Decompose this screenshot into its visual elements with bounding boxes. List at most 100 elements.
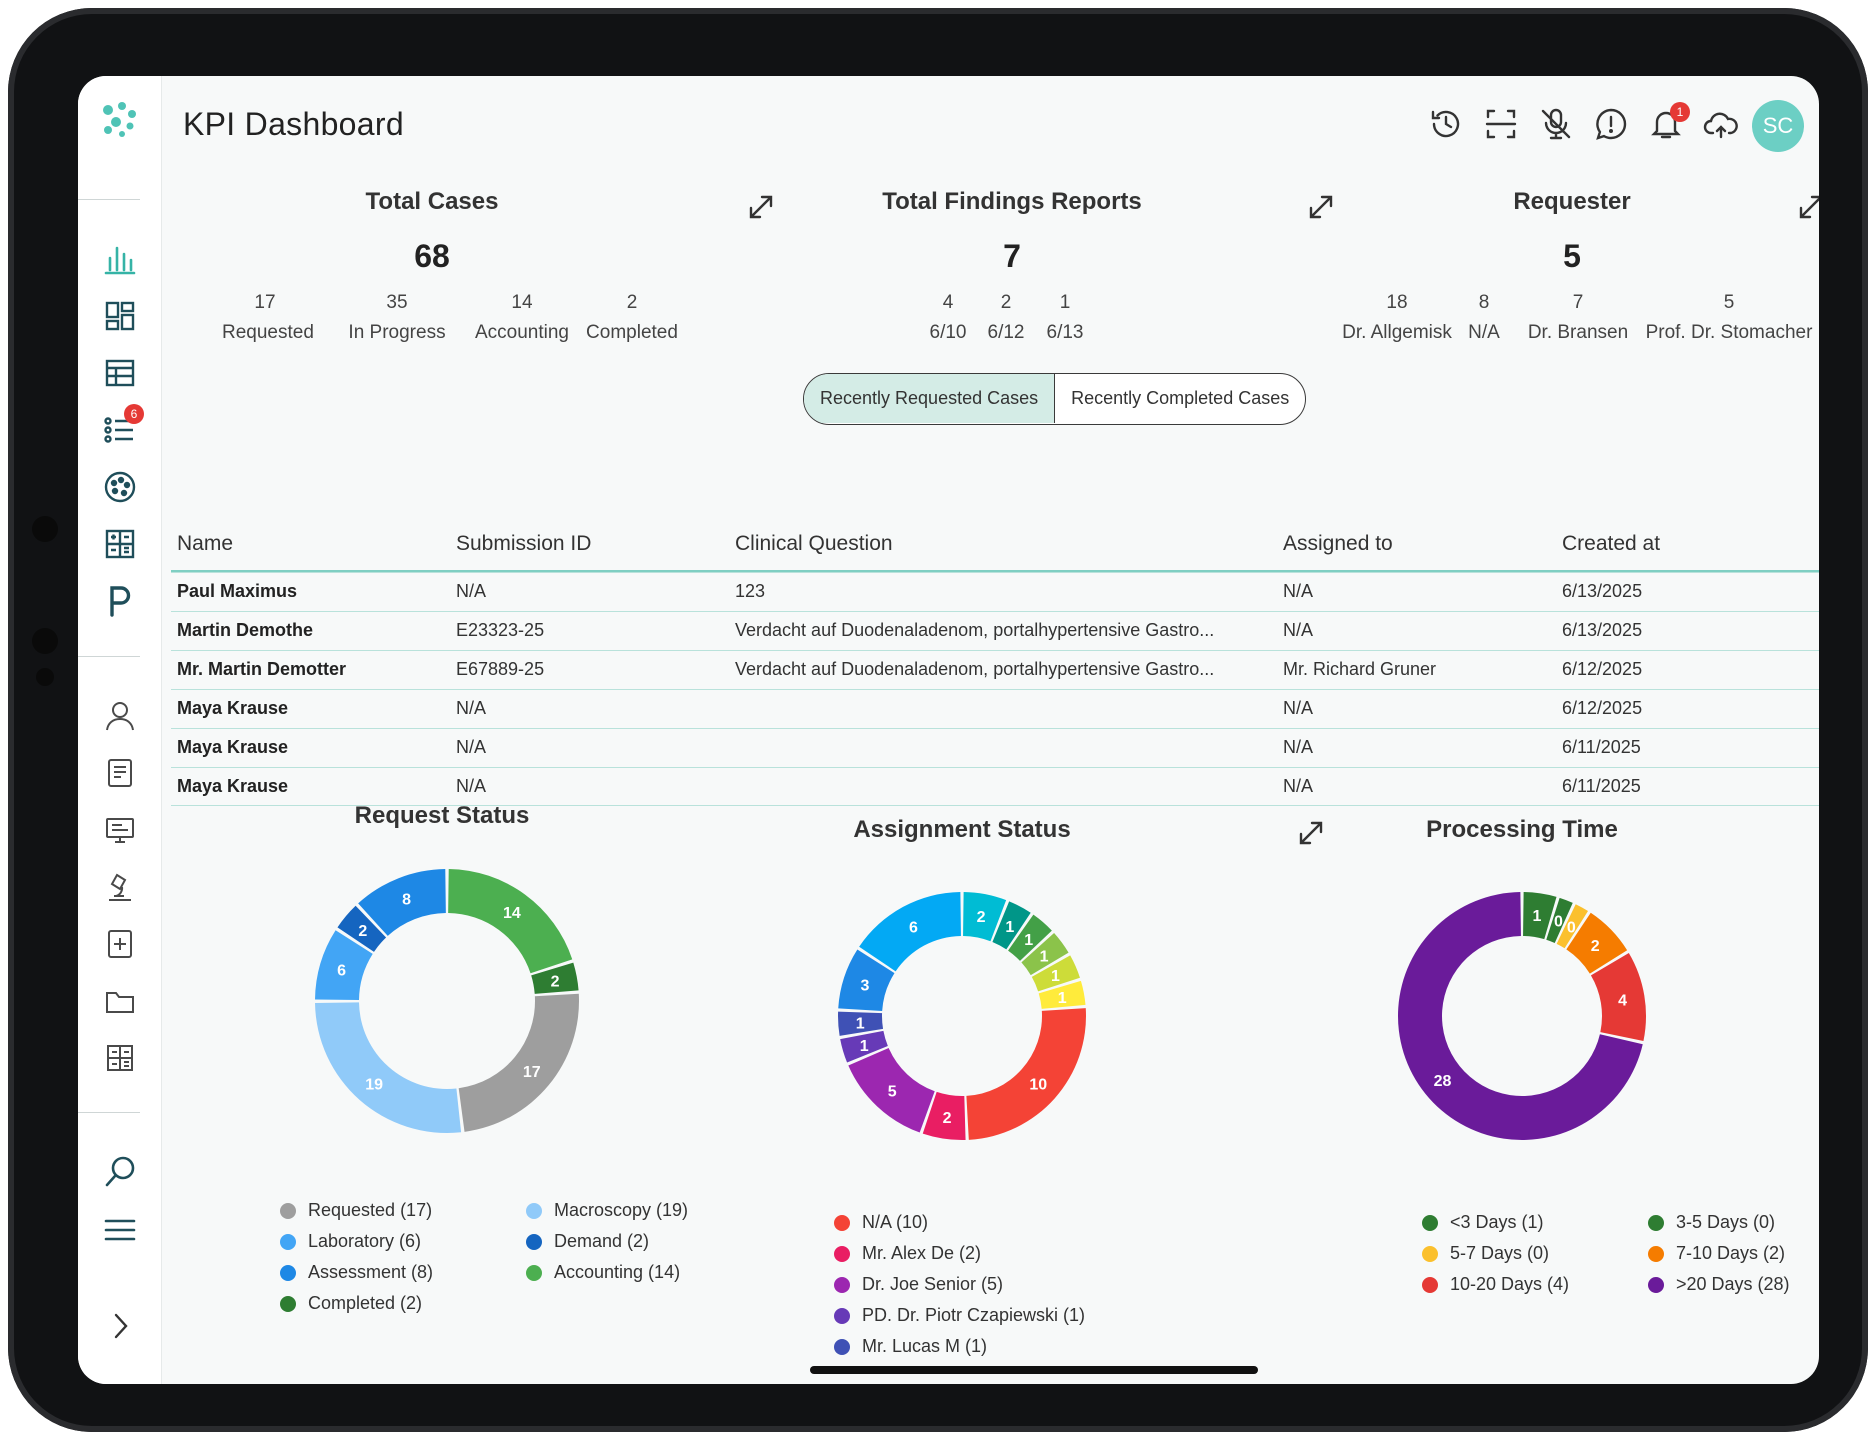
chart-bars-icon[interactable] — [92, 230, 148, 286]
legend-dot — [834, 1338, 850, 1355]
donut-slice[interactable] — [448, 869, 573, 974]
case-list-toggle: Recently Requested Cases Recently Comple… — [803, 373, 1307, 425]
donut-slice[interactable] — [848, 1047, 935, 1133]
legend-item[interactable]: Laboratory (6) — [280, 1231, 421, 1252]
donut-slice[interactable] — [358, 869, 446, 936]
chevron-right-icon[interactable] — [92, 1298, 148, 1354]
palette-icon[interactable] — [92, 459, 148, 515]
legend-item[interactable]: Assessment (8) — [280, 1262, 433, 1283]
donut-slice[interactable] — [337, 905, 387, 952]
donut-slice[interactable] — [1031, 955, 1080, 992]
donut-slice[interactable] — [838, 949, 895, 1012]
legend-item[interactable]: Mr. Lucas M (1) — [834, 1336, 987, 1357]
table-icon[interactable] — [92, 345, 148, 401]
app-logo-icon[interactable] — [92, 92, 148, 148]
table-row[interactable]: Paul Maximus N/A 123 N/A 6/13/2025 — [171, 572, 1819, 611]
legend-item[interactable]: 5-7 Days (0) — [1422, 1243, 1549, 1264]
user-icon[interactable] — [92, 688, 148, 744]
donut-slice[interactable] — [922, 1091, 966, 1140]
expand-icon[interactable] — [1796, 192, 1819, 222]
legend-item[interactable]: 3-5 Days (0) — [1648, 1212, 1775, 1233]
donut-slice[interactable] — [315, 930, 373, 1001]
monitor-icon[interactable] — [92, 802, 148, 858]
legend-item[interactable]: >20 Days (28) — [1648, 1274, 1790, 1295]
donut-slice-label: 0 — [1554, 914, 1563, 931]
calculator-icon[interactable] — [92, 516, 148, 572]
column-header-name[interactable]: Name — [177, 532, 234, 555]
legend-item[interactable]: Mr. Alex De (2) — [834, 1243, 981, 1264]
legend-item[interactable]: N/A (10) — [834, 1212, 928, 1233]
column-header-clinical-question[interactable]: Clinical Question — [735, 532, 893, 555]
donut-slice[interactable] — [859, 892, 961, 972]
column-header-created-at[interactable]: Created at — [1562, 532, 1661, 555]
notification-bell-icon[interactable]: 1 — [1644, 102, 1690, 146]
microscope-icon[interactable] — [92, 859, 148, 915]
mic-off-icon[interactable] — [1534, 102, 1578, 146]
feedback-icon[interactable] — [1589, 102, 1633, 146]
column-header-submission-id[interactable]: Submission ID — [456, 532, 592, 555]
history-icon[interactable] — [1424, 102, 1468, 146]
donut-slice[interactable] — [992, 901, 1031, 950]
legend-item[interactable]: Macroscopy (19) — [526, 1200, 688, 1221]
report-icon[interactable] — [92, 745, 148, 801]
task-list-icon[interactable]: 6 — [92, 402, 148, 458]
legend-label: 5-7 Days (0) — [1450, 1243, 1550, 1263]
table-row[interactable]: Martin Demothe E23323-25 Verdacht auf Du… — [171, 611, 1819, 650]
donut-slice[interactable] — [1398, 892, 1643, 1140]
legend-item[interactable]: 7-10 Days (2) — [1648, 1243, 1785, 1264]
cloud-sync-icon[interactable] — [1699, 102, 1743, 146]
tab-recently-requested[interactable]: Recently Requested Cases — [804, 374, 1056, 423]
donut-slice[interactable] — [963, 892, 1007, 942]
expand-icon[interactable] — [1296, 818, 1326, 848]
legend-dot — [1422, 1214, 1438, 1231]
legend-item[interactable]: Requested (17) — [280, 1200, 432, 1221]
legend-item[interactable]: PD. Dr. Piotr Czapiewski (1) — [834, 1305, 1085, 1326]
donut-slice[interactable] — [1546, 897, 1573, 944]
donut-slice[interactable] — [840, 1030, 888, 1063]
menu-icon[interactable] — [92, 1202, 148, 1258]
donut-slice[interactable] — [1523, 892, 1557, 940]
avatar[interactable]: SC — [1752, 100, 1804, 152]
kpi-stat: 17 Requested — [222, 292, 314, 343]
legend-item[interactable]: <3 Days (1) — [1422, 1212, 1544, 1233]
legend-item[interactable]: Accounting (14) — [526, 1262, 680, 1283]
table-row[interactable]: Maya Krause N/A N/A 6/11/2025 — [171, 767, 1819, 806]
legend-item[interactable]: Dr. Joe Senior (5) — [834, 1274, 1003, 1295]
donut-slice-label: 4 — [1618, 992, 1627, 1009]
cell-submission-id: N/A — [456, 776, 487, 796]
scan-icon[interactable] — [1479, 102, 1523, 146]
tab-recently-completed[interactable]: Recently Completed Cases — [1071, 388, 1290, 408]
legend-item[interactable]: 10-20 Days (4) — [1422, 1274, 1569, 1295]
folder-icon[interactable] — [92, 973, 148, 1029]
donut-slice[interactable] — [458, 993, 579, 1132]
donut-slice[interactable] — [838, 1011, 884, 1036]
search-icon[interactable] — [92, 1144, 148, 1200]
donut-slice[interactable] — [315, 1002, 462, 1133]
donut-slice[interactable] — [1038, 980, 1086, 1009]
column-header-assigned-to[interactable]: Assigned to — [1283, 532, 1393, 555]
donut-slice[interactable] — [1556, 904, 1589, 949]
donut-slice-label: 1 — [1051, 968, 1060, 985]
dashboard-grid-icon[interactable] — [92, 288, 148, 344]
task-count-badge: 6 — [124, 404, 144, 424]
legend-item[interactable]: Completed (2) — [280, 1293, 422, 1314]
donut-slice[interactable] — [531, 962, 579, 994]
donut-slice[interactable] — [1008, 914, 1052, 961]
table-row[interactable]: Maya Krause N/A N/A 6/11/2025 — [171, 728, 1819, 767]
donut-slice[interactable] — [966, 1008, 1086, 1140]
legend-item[interactable]: Demand (2) — [526, 1231, 649, 1252]
kpi-total-cases: Total Cases 68 17 Requested 35 In Progress… — [202, 188, 678, 343]
table-row[interactable]: Mr. Martin Demotter E67889-25 Verdacht a… — [171, 650, 1819, 689]
donut-slice[interactable] — [1566, 912, 1628, 974]
cell-submission-id: N/A — [456, 737, 487, 757]
table-row[interactable]: Maya Krause N/A N/A 6/12/2025 — [171, 689, 1819, 728]
donut-slice[interactable] — [1590, 953, 1646, 1042]
add-document-icon[interactable] — [92, 916, 148, 972]
expand-icon[interactable] — [1306, 192, 1336, 222]
p-letter-icon[interactable] — [92, 573, 148, 629]
legend-label: N/A (10) — [862, 1212, 929, 1232]
expand-icon[interactable] — [746, 192, 776, 222]
legend-dot — [526, 1202, 542, 1219]
donut-slice[interactable] — [1021, 932, 1069, 976]
calculator-outline-icon[interactable] — [92, 1030, 148, 1086]
